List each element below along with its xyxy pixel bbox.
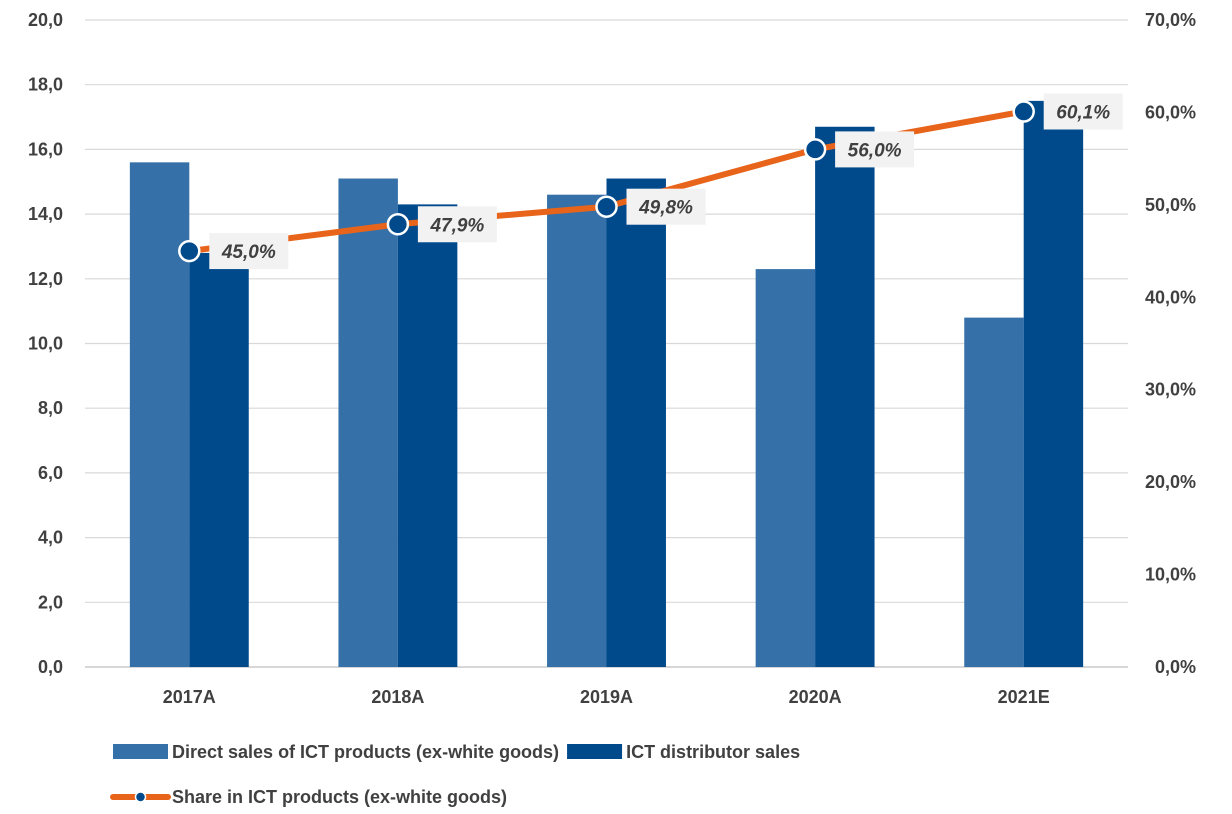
x-axis-labels: 2017A 2018A 2019A 2020A 2021E xyxy=(163,687,1050,707)
legend-swatch-distributor-sales xyxy=(567,744,623,759)
y-tick-label: 2,0 xyxy=(38,592,63,612)
legend-swatch-share-marker xyxy=(134,791,147,803)
y-tick-label: 18,0 xyxy=(28,75,63,95)
bar-distributor-sales xyxy=(1023,100,1084,667)
x-tick-label: 2019A xyxy=(580,687,633,707)
legend-label: Direct sales of ICT products (ex-white g… xyxy=(172,742,559,762)
share-marker xyxy=(803,138,827,161)
y2-tick-label: 10,0% xyxy=(1145,565,1196,585)
x-tick-label: 2017A xyxy=(163,687,216,707)
bar-distributor-sales xyxy=(815,126,875,667)
data-label-box xyxy=(835,131,915,168)
bar-direct-sales xyxy=(964,317,1024,667)
bar-direct-sales xyxy=(547,194,607,667)
y-tick-label: 16,0 xyxy=(28,139,63,159)
share-marker xyxy=(595,195,618,218)
bar-distributor-sales xyxy=(606,178,666,667)
data-label-box xyxy=(626,188,706,225)
y2-tick-label: 40,0% xyxy=(1145,287,1196,307)
y-tick-label: 4,0 xyxy=(38,528,63,548)
legend-swatch-direct-sales xyxy=(113,744,168,759)
bar-direct-sales xyxy=(755,269,816,667)
share-marker xyxy=(1012,100,1035,123)
y-tick-label: 20,0 xyxy=(28,10,63,30)
y-tick-label: 8,0 xyxy=(38,398,63,418)
data-label-box xyxy=(1043,93,1123,130)
share-line: 45,0% 47,9% 49,8% 56,0% 60,1% xyxy=(178,93,1123,270)
y-tick-label: 12,0 xyxy=(28,269,63,289)
y-axis-right-labels: 0,0% 10,0% 20,0% 30,0% 40,0% 50,0% 60,0% 70,0% xyxy=(1145,10,1196,677)
y2-tick-label: 0,0% xyxy=(1155,657,1196,677)
share-marker xyxy=(178,239,201,263)
y-tick-label: 14,0 xyxy=(28,204,63,224)
legend-label: ICT distributor sales xyxy=(626,742,800,762)
y-axis-left-labels: 0,0 2,0 4,0 6,0 8,0 10,0 12,0 14,0 16,0 18,0 20,0 xyxy=(28,10,63,677)
x-tick-label: 2018A xyxy=(371,687,424,707)
data-label: 45,0% xyxy=(221,242,276,263)
y2-tick-label: 50,0% xyxy=(1145,195,1196,215)
data-label-box xyxy=(417,206,497,243)
y-tick-label: 10,0 xyxy=(28,334,63,354)
bar-direct-sales xyxy=(338,178,398,667)
y2-tick-label: 70,0% xyxy=(1145,10,1196,30)
share-marker xyxy=(386,213,410,236)
data-label: 47,9% xyxy=(429,215,484,236)
y-tick-label: 6,0 xyxy=(38,463,63,483)
data-label: 49,8% xyxy=(638,198,693,219)
data-label: 56,0% xyxy=(848,140,902,161)
y-tick-label: 0,0 xyxy=(38,657,63,677)
data-label: 60,1% xyxy=(1056,103,1110,124)
bars xyxy=(129,100,1084,668)
bar-direct-sales xyxy=(129,162,190,667)
legend-label: Share in ICT products (ex-white goods) xyxy=(172,787,507,807)
x-tick-label: 2020A xyxy=(789,687,842,707)
y2-tick-label: 20,0% xyxy=(1145,472,1196,492)
x-tick-label: 2021E xyxy=(998,687,1050,707)
y2-tick-label: 60,0% xyxy=(1145,102,1196,122)
bar-distributor-sales xyxy=(397,204,458,667)
bar-distributor-sales xyxy=(189,252,249,668)
y2-tick-label: 30,0% xyxy=(1145,380,1196,400)
legend: Direct sales of ICT products (ex-white g… xyxy=(110,742,800,807)
data-label-box xyxy=(209,233,289,270)
